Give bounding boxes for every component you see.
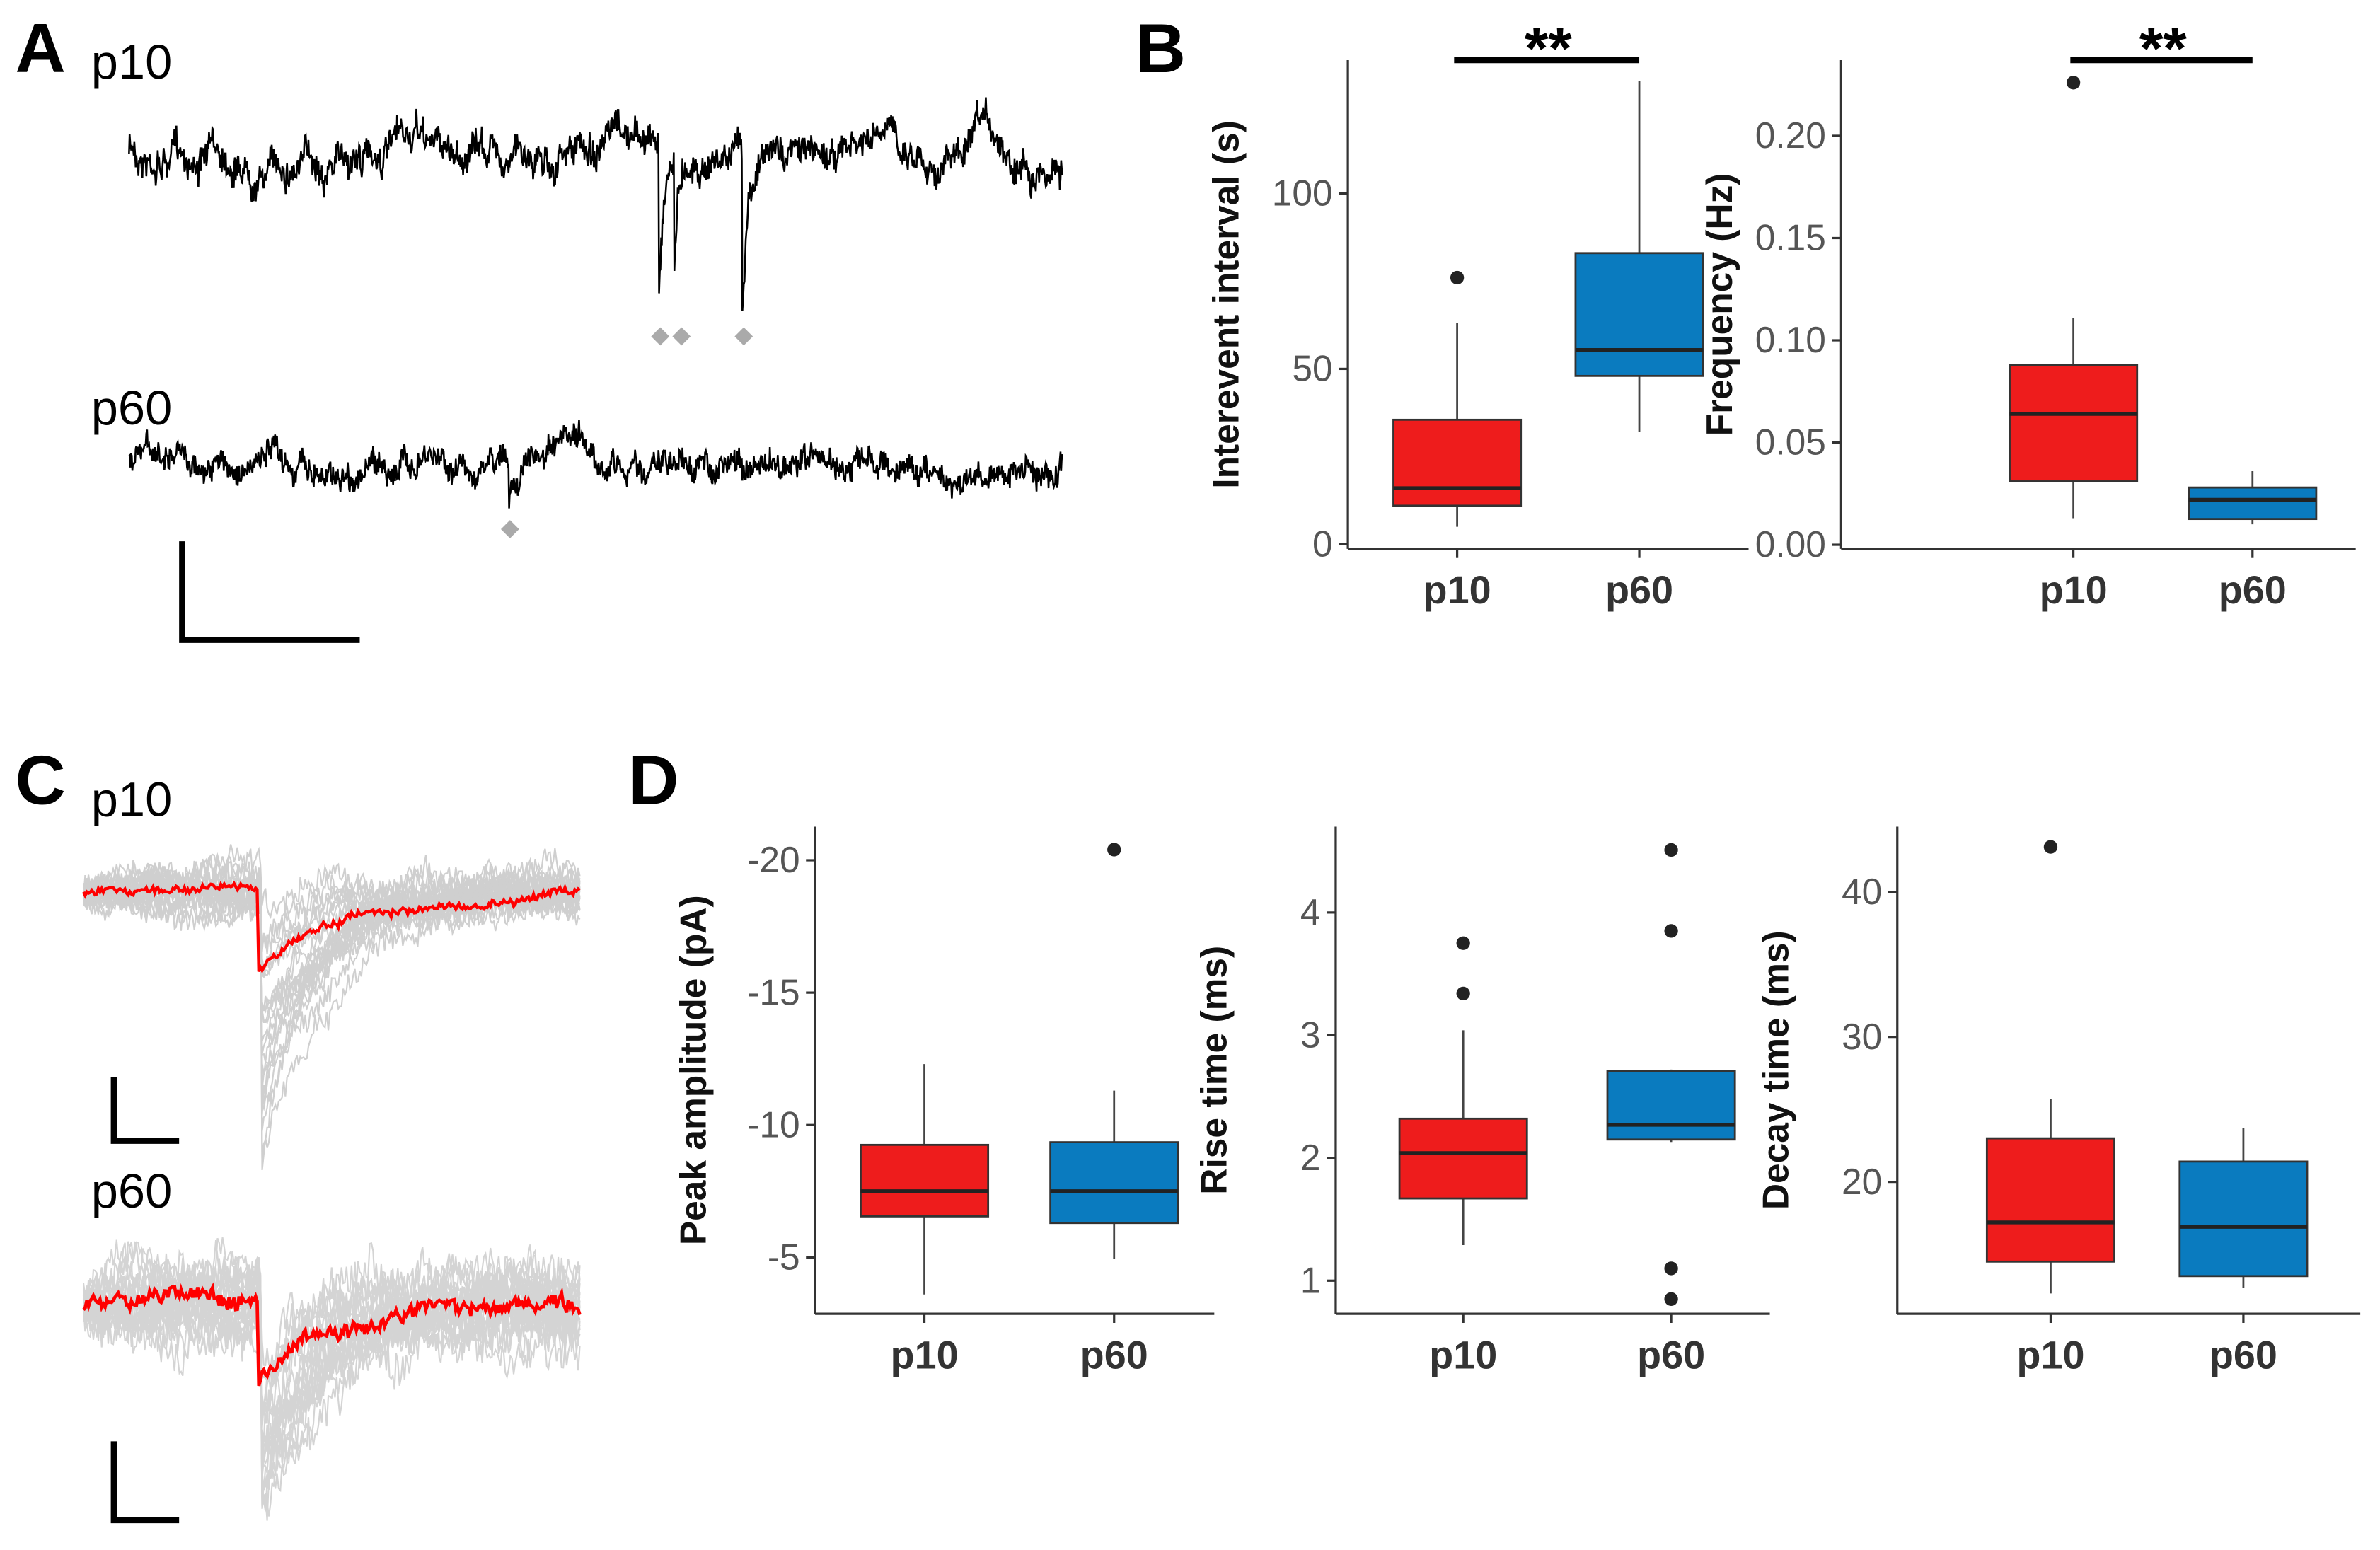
y-tick-label: -20 bbox=[747, 839, 799, 880]
trace bbox=[82, 1282, 582, 1387]
trace bbox=[82, 1240, 581, 1409]
y-tick-label: 1 bbox=[1300, 1259, 1321, 1300]
trace bbox=[83, 877, 581, 1111]
y-tick-label: 0.00 bbox=[1755, 524, 1826, 565]
y-tick-label: 4 bbox=[1300, 891, 1321, 932]
y-axis-label: Rise time (ms) bbox=[1193, 946, 1234, 1195]
outlier bbox=[1107, 843, 1121, 857]
box bbox=[1574, 252, 1704, 377]
trace bbox=[82, 1267, 580, 1478]
box bbox=[2188, 486, 2318, 521]
y-tick-label: 30 bbox=[1842, 1016, 1882, 1057]
outlier bbox=[1450, 270, 1465, 285]
scale-bar bbox=[179, 541, 360, 643]
box bbox=[2009, 364, 2139, 482]
y-tick-label: 3 bbox=[1300, 1014, 1321, 1055]
y-tick-label: -10 bbox=[747, 1104, 799, 1145]
x-tick-label: p60 bbox=[1637, 1333, 1705, 1377]
box bbox=[1985, 1137, 2115, 1263]
panel-letter: A bbox=[15, 9, 65, 87]
x-tick-label: p60 bbox=[1080, 1333, 1148, 1377]
y-tick-label: -15 bbox=[747, 971, 799, 1012]
box bbox=[1049, 1141, 1179, 1225]
trace-label: p60 bbox=[91, 1164, 173, 1218]
significance-label: ** bbox=[1525, 15, 1572, 83]
outlier bbox=[1664, 1292, 1678, 1306]
outlier bbox=[2066, 76, 2081, 90]
trace-label: p10 bbox=[91, 772, 173, 826]
y-tick-label: 50 bbox=[1292, 348, 1332, 389]
outlier bbox=[1664, 843, 1678, 857]
y-axis-label: Interevent interval (s) bbox=[1206, 120, 1247, 489]
panel-letter: D bbox=[628, 741, 678, 819]
y-tick-label: 0.15 bbox=[1755, 217, 1826, 258]
y-tick-label: 100 bbox=[1272, 173, 1333, 214]
box bbox=[2178, 1160, 2309, 1278]
y-tick-label: 0.10 bbox=[1755, 319, 1826, 360]
x-tick-label: p60 bbox=[1605, 568, 1673, 612]
trace-label: p10 bbox=[91, 35, 173, 89]
x-tick-label: p10 bbox=[891, 1333, 959, 1377]
outlier bbox=[1664, 924, 1678, 938]
trace bbox=[82, 862, 581, 1075]
event-marker bbox=[500, 520, 519, 538]
y-tick-label: -5 bbox=[768, 1237, 800, 1278]
y-tick-label: 0 bbox=[1312, 524, 1333, 565]
outlier bbox=[2043, 840, 2058, 854]
panel-letter: B bbox=[1136, 9, 1186, 87]
scale-bar bbox=[110, 1441, 180, 1524]
trace bbox=[82, 880, 581, 973]
event-marker bbox=[734, 327, 753, 346]
x-tick-label: p10 bbox=[2016, 1333, 2084, 1377]
y-tick-label: 40 bbox=[1842, 871, 1882, 912]
panel-letter: C bbox=[15, 741, 65, 819]
box bbox=[860, 1143, 990, 1218]
trace bbox=[82, 1244, 581, 1420]
x-tick-label: p60 bbox=[2219, 568, 2287, 612]
trace-label: p60 bbox=[91, 381, 173, 435]
outlier bbox=[1664, 1261, 1678, 1276]
traces bbox=[82, 97, 1064, 1521]
outlier bbox=[1456, 986, 1470, 1001]
significance-label: ** bbox=[2139, 15, 2187, 83]
y-axis-label: Peak amplitude (pA) bbox=[673, 895, 714, 1245]
scale-bar bbox=[110, 1077, 180, 1144]
event-marker bbox=[672, 327, 691, 346]
x-tick-label: p60 bbox=[2209, 1333, 2277, 1377]
y-axis-label: Frequency (Hz) bbox=[1699, 173, 1740, 436]
event-marker bbox=[651, 327, 670, 346]
x-tick-label: p10 bbox=[2040, 568, 2108, 612]
trace bbox=[82, 1247, 581, 1500]
outlier bbox=[1456, 936, 1470, 950]
box bbox=[1392, 418, 1523, 507]
box bbox=[1606, 1070, 1736, 1141]
y-tick-label: 0.20 bbox=[1755, 115, 1826, 156]
x-tick-label: p10 bbox=[1423, 568, 1491, 612]
y-tick-label: 2 bbox=[1300, 1137, 1321, 1178]
trace bbox=[82, 1239, 581, 1435]
box bbox=[1398, 1117, 1528, 1200]
y-tick-label: 20 bbox=[1842, 1161, 1882, 1202]
trace bbox=[82, 855, 581, 954]
trace bbox=[128, 97, 1064, 311]
y-tick-label: 0.05 bbox=[1755, 422, 1826, 463]
x-tick-label: p10 bbox=[1429, 1333, 1497, 1377]
trace bbox=[128, 420, 1064, 509]
y-axis-label: Decay time (ms) bbox=[1755, 930, 1796, 1210]
